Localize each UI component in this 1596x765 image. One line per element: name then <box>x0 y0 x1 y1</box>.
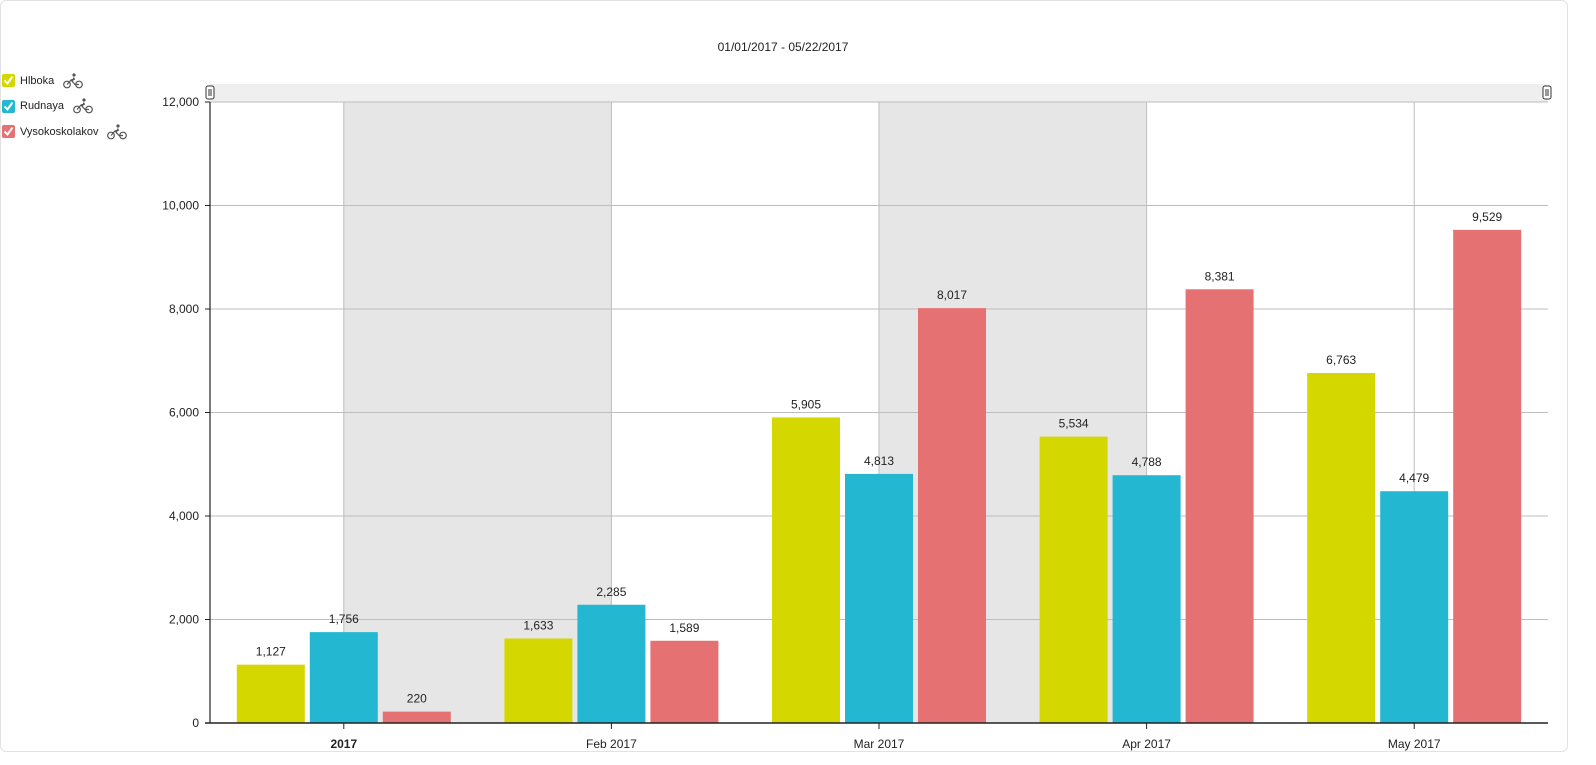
x-tick-label: Mar 2017 <box>854 737 905 751</box>
chart-title: 01/01/2017 - 05/22/2017 <box>717 40 849 54</box>
legend-item-vysokoskolakov[interactable]: Vysokoskolakov <box>2 119 128 145</box>
bar[interactable] <box>1185 289 1254 723</box>
bicycle-icon <box>107 124 128 140</box>
bar[interactable] <box>236 664 305 723</box>
legend-checkbox[interactable] <box>2 74 15 88</box>
data-label: 1,756 <box>329 612 359 626</box>
bicycle-icon <box>73 98 93 114</box>
x-tick-label: Feb 2017 <box>586 737 637 751</box>
y-tick-label: 0 <box>192 716 199 730</box>
data-label: 4,813 <box>864 454 894 468</box>
data-label: 1,589 <box>669 621 699 635</box>
data-label: 1,633 <box>523 618 553 632</box>
legend-checkbox[interactable] <box>2 99 15 113</box>
bar[interactable] <box>650 640 719 723</box>
bar[interactable] <box>504 638 573 723</box>
bar[interactable] <box>918 308 986 723</box>
range-scrollbar[interactable] <box>210 84 1548 102</box>
data-label: 220 <box>407 692 427 706</box>
y-tick-label: 6,000 <box>169 406 199 420</box>
bar[interactable] <box>1453 229 1522 723</box>
range-handle-right[interactable] <box>1542 85 1552 100</box>
data-label: 2,285 <box>596 585 626 599</box>
y-tick-label: 8,000 <box>169 302 199 316</box>
legend-item-hlboka[interactable]: Hlboka <box>2 68 127 94</box>
legend-label: Rudnaya <box>20 100 65 113</box>
y-tick-label: 4,000 <box>169 509 199 523</box>
bar[interactable] <box>309 632 378 723</box>
bar[interactable] <box>1380 491 1449 723</box>
legend-item-rudnaya[interactable]: Rudnaya <box>2 94 127 120</box>
data-label: 4,788 <box>1132 455 1162 469</box>
bicycle-icon <box>63 73 84 89</box>
data-label: 4,479 <box>1399 471 1429 485</box>
data-label: 5,905 <box>791 397 821 411</box>
data-label: 8,017 <box>937 288 967 302</box>
bar[interactable] <box>1112 475 1181 723</box>
y-tick-label: 10,000 <box>162 199 199 213</box>
data-label: 1,127 <box>256 645 286 659</box>
legend: Hlboka Rudnaya Vysokoskolakov <box>2 68 128 145</box>
bar[interactable] <box>1307 373 1376 723</box>
data-label: 8,381 <box>1205 269 1235 283</box>
data-label: 9,529 <box>1472 210 1502 224</box>
bar[interactable] <box>382 711 451 723</box>
data-label: 6,763 <box>1326 353 1356 367</box>
bar[interactable] <box>845 473 913 723</box>
range-handle-left[interactable] <box>205 85 215 100</box>
x-tick-label: 2017 <box>330 737 357 751</box>
y-tick-label: 12,000 <box>162 95 199 109</box>
x-tick-label: May 2017 <box>1388 737 1441 751</box>
legend-checkbox[interactable] <box>2 125 15 139</box>
legend-label: Hlboka <box>20 74 55 87</box>
x-tick-label: Apr 2017 <box>1122 737 1171 751</box>
bar[interactable] <box>577 604 646 723</box>
bar[interactable] <box>772 417 840 723</box>
data-label: 5,534 <box>1059 417 1089 431</box>
y-tick-label: 2,000 <box>169 613 199 627</box>
legend-label: Vysokoskolakov <box>20 125 99 138</box>
bar[interactable] <box>1039 436 1108 723</box>
